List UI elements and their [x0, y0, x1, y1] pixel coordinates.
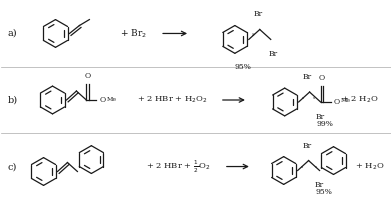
Text: Br: Br [316, 113, 325, 121]
Text: + H$_2$O: + H$_2$O [355, 161, 384, 172]
Text: + Br$_2$: + Br$_2$ [120, 27, 147, 40]
Text: Br: Br [303, 142, 312, 150]
Text: 95%: 95% [234, 63, 251, 71]
Text: Br: Br [303, 73, 312, 81]
Text: Br: Br [268, 50, 277, 58]
Text: Br: Br [315, 181, 324, 189]
Text: + 2 HBr + $\frac{1}{2}$O$_2$: + 2 HBr + $\frac{1}{2}$O$_2$ [146, 158, 210, 175]
Text: s: s [312, 96, 315, 100]
Text: s: s [314, 165, 317, 169]
Text: Me: Me [106, 97, 116, 102]
Text: O: O [84, 72, 91, 80]
Text: Br: Br [253, 10, 262, 18]
Text: c): c) [8, 162, 17, 171]
Text: O: O [318, 74, 325, 82]
Text: + 2 H$_2$O: + 2 H$_2$O [341, 95, 378, 105]
Text: O: O [334, 98, 339, 106]
Text: s: s [252, 32, 254, 37]
Text: 99%: 99% [316, 120, 333, 128]
Text: s: s [301, 96, 304, 100]
Text: s: s [301, 165, 303, 169]
Text: + 2 HBr + H$_2$O$_2$: + 2 HBr + H$_2$O$_2$ [136, 95, 207, 105]
Text: O: O [99, 96, 105, 104]
Text: a): a) [8, 29, 17, 38]
Text: Me: Me [341, 98, 350, 103]
Text: 95%: 95% [315, 188, 332, 196]
Text: b): b) [8, 96, 18, 104]
